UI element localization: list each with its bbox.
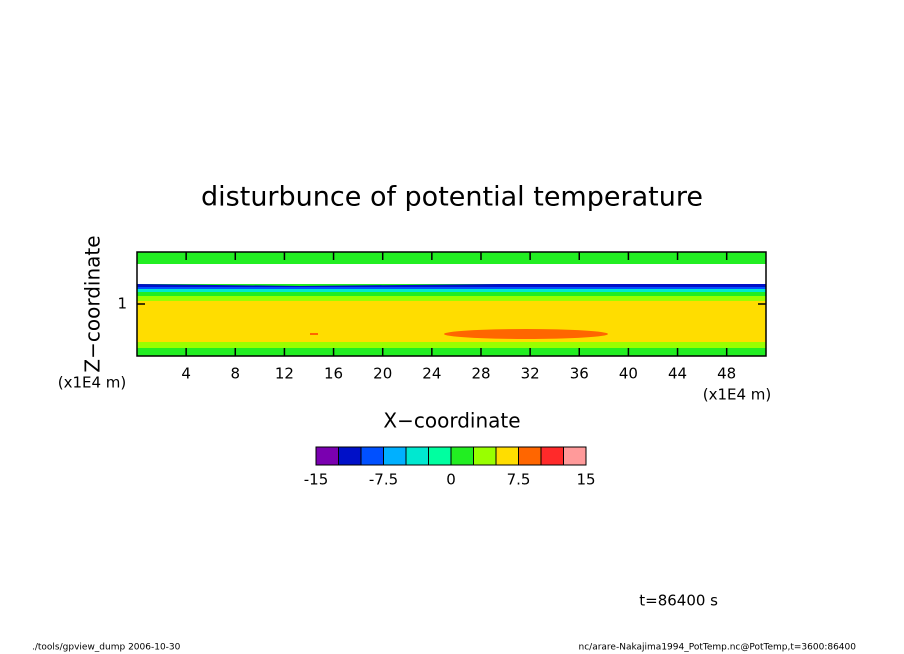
x-tick-label: 12: [275, 365, 294, 383]
band: [137, 287, 766, 290]
x-tick-label: 4: [181, 365, 191, 383]
colorbar-cell: [473, 446, 497, 466]
x-tick-label: 8: [231, 365, 241, 383]
band: [137, 296, 766, 301]
x-tick-label: 36: [570, 365, 589, 383]
band: [137, 289, 766, 292]
x-tick-label: 48: [717, 365, 736, 383]
band: [310, 333, 318, 335]
x-unit: (x1E4 m): [703, 386, 772, 404]
band: [137, 342, 766, 348]
footer-right: nc/arare-Nakajima1994_PotTemp.nc@PotTemp…: [579, 643, 857, 653]
colorbar-tick-label: -15: [304, 471, 329, 489]
y-axis-label: Z−coordinate: [81, 235, 105, 372]
y-unit: (x1E4 m): [58, 374, 127, 392]
x-tick-label: 20: [373, 365, 392, 383]
y-tick-label: 1: [117, 295, 127, 313]
colorbar-cell: [495, 446, 519, 466]
annotation: t=86400 s: [639, 592, 718, 610]
chart-title: disturbunce of potential temperature: [201, 182, 703, 213]
x-tick-label: 16: [324, 365, 343, 383]
band: [137, 292, 766, 296]
colorbar-cell: [563, 446, 587, 466]
colorbar-tick-label: 0: [446, 471, 456, 489]
colorbar-tick-label: 7.5: [507, 471, 531, 489]
x-tick-label: 44: [668, 365, 687, 383]
band: [137, 264, 766, 284]
footer-left: ./tools/gpview_dump 2006-10-30: [32, 643, 181, 653]
x-tick-label: 32: [521, 365, 540, 383]
colorbar-cell: [405, 446, 429, 466]
colorbar-cell: [360, 446, 384, 466]
colorbar-cell: [338, 446, 362, 466]
x-tick-label: 28: [471, 365, 490, 383]
band: [444, 329, 608, 339]
colorbar-tick-label: 15: [576, 471, 595, 489]
x-axis-label: X−coordinate: [383, 409, 520, 433]
colorbar-cell: [315, 446, 339, 466]
colorbar-cell: [428, 446, 452, 466]
x-tick-label: 40: [619, 365, 638, 383]
x-tick-label: 24: [422, 365, 441, 383]
colorbar-cell: [518, 446, 542, 466]
colorbar-cell: [450, 446, 474, 466]
colorbar-cell: [540, 446, 564, 466]
colorbar-tick-label: -7.5: [369, 471, 398, 489]
colorbar-cell: [383, 446, 407, 466]
contour-field: [136, 251, 767, 357]
